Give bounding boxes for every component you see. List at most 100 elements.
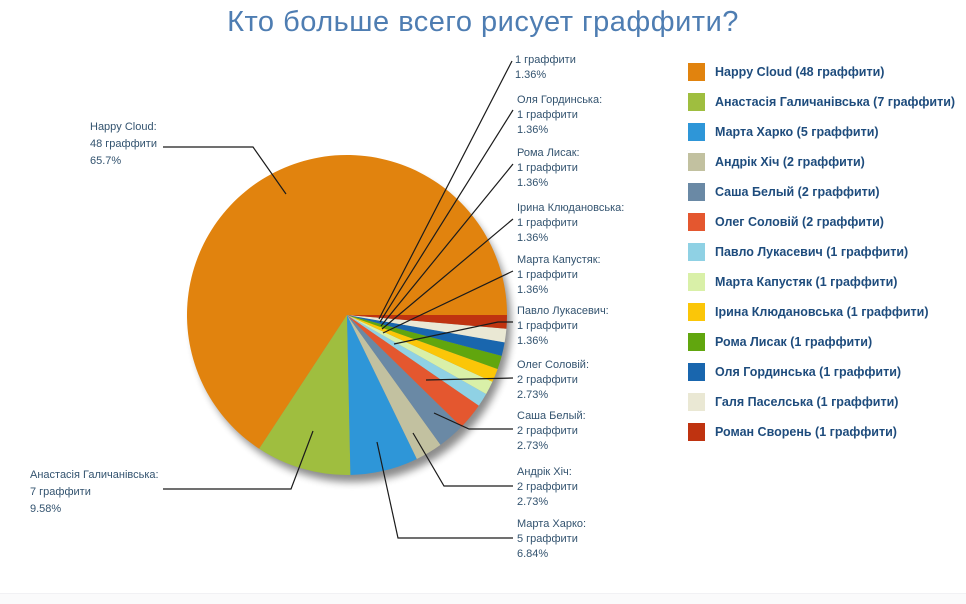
callout-name: Happy Cloud:: [90, 121, 157, 133]
legend-swatch: [688, 303, 705, 321]
legend-label: Анастасія Галичанівська (7 граффити): [715, 95, 956, 109]
callout-value: 48 граффити: [90, 138, 157, 150]
callout-lines: [163, 60, 514, 539]
callout-line: [380, 163, 514, 327]
pie-slice-0: [187, 155, 507, 449]
legend-row-6: Павло Лукасевич (1 граффити): [688, 243, 908, 261]
legend-row-2: Марта Харко (5 граффити): [688, 123, 879, 141]
callout-name: Саша Белый:: [517, 410, 586, 422]
callout-name: Олег Соловій:: [517, 359, 590, 371]
callout-percent: 1.36%: [517, 232, 549, 244]
legend-swatch: [688, 393, 705, 411]
legend-swatch: [688, 243, 705, 261]
legend-label: Саша Белый (2 граффити): [715, 185, 880, 199]
callout-name: Марта Капустяк:: [517, 254, 601, 266]
legend-row-1: Анастасія Галичанівська (7 граффити): [688, 93, 955, 111]
legend-row-0: Happy Cloud (48 граффити): [688, 63, 884, 81]
callout-label: Оля Гординська: 1 граффити 1.36%: [517, 93, 602, 138]
callout-value: 1 граффити: [517, 269, 578, 281]
callout-value: 1 граффити: [517, 217, 578, 229]
callout-value: 1 граффити: [517, 162, 578, 174]
callout-percent: 2.73%: [517, 496, 549, 508]
callout-line: [381, 218, 514, 330]
legend-label: Роман Сворень (1 граффити): [715, 425, 897, 439]
legend-swatch: [688, 363, 705, 381]
callout-label: Ірина Клюдановська: 1 граффити 1.36%: [517, 201, 624, 246]
callout-percent: 65.7%: [90, 155, 122, 167]
callout-name: Анастасія Галичанівська:: [30, 469, 159, 481]
pie-slice-4: [347, 315, 462, 445]
legend-label: Андрік Хіч (2 граффити): [715, 155, 865, 169]
callout-percent: 6.84%: [517, 548, 549, 560]
callout-label: Марта Капустяк: 1 граффити 1.36%: [517, 253, 601, 298]
callout-value: 5 граффити: [517, 533, 578, 545]
legend-row-5: Олег Соловій (2 граффити): [688, 213, 884, 231]
callout-label: Павло Лукасевич: 1 граффити 1.36%: [517, 304, 609, 349]
callout-percent: 1.36%: [517, 124, 549, 136]
pie-slice-6: [347, 315, 487, 406]
callout-label: Андрік Хіч: 2 граффити 2.73%: [517, 465, 578, 510]
legend-label: Рома Лисак (1 граффити): [715, 335, 873, 349]
callout-line: [425, 377, 514, 381]
callout-percent: 1.36%: [517, 335, 549, 347]
callout-line: [376, 441, 513, 539]
callout-name: Андрік Хіч:: [517, 466, 572, 478]
legend-row-9: Рома Лисак (1 граффити): [688, 333, 872, 351]
callout-label: Рома Лисак: 1 граффити 1.36%: [517, 146, 580, 191]
callout-name: Павло Лукасевич:: [517, 305, 609, 317]
legend-label: Олег Соловій (2 граффити): [715, 215, 884, 229]
legend-row-12: Роман Сворень (1 граффити): [688, 423, 897, 441]
legend-label: Марта Харко (5 граффити): [715, 125, 879, 139]
pie-slice-3: [347, 315, 441, 459]
pie-slice-5: [347, 315, 479, 427]
callout-percent: 1.36%: [517, 284, 549, 296]
callout-label: Happy Cloud: 48 граффити 65.7%: [90, 119, 157, 170]
callout-line: [393, 321, 513, 345]
callout-line: [378, 60, 513, 320]
legend-row-10: Оля Гординська (1 граффити): [688, 363, 901, 381]
callout-name: Оля Гординська:: [517, 94, 603, 106]
legend-swatch: [688, 153, 705, 171]
pie-slice-2: [347, 315, 417, 475]
callout-name: Марта Харко:: [517, 518, 587, 530]
callout-percent: 2.73%: [517, 440, 549, 452]
chart-title: Кто больше всего рисует граффити?: [227, 6, 739, 38]
legend-swatch: [688, 213, 705, 231]
bottom-strip: [0, 593, 966, 604]
legend-label: Happy Cloud (48 граффити): [715, 65, 885, 79]
legend-label: Оля Гординська (1 граффити): [715, 365, 902, 379]
legend-swatch: [688, 93, 705, 111]
pie-slice-1: [259, 315, 351, 475]
legend-swatch: [688, 273, 705, 291]
legend-row-7: Марта Капустяк (1 граффити): [688, 273, 897, 291]
callout-line: [382, 270, 514, 334]
pie-slice-11: [347, 315, 507, 343]
callout-line: [163, 430, 314, 490]
callout-value: 2 граффити: [517, 481, 578, 493]
legend-swatch: [688, 183, 705, 201]
callout-value: 1 граффити: [517, 320, 578, 332]
callout-line: [379, 109, 514, 323]
legend-swatch: [688, 63, 705, 81]
legend-row-11: Галя Паселська (1 граффити): [688, 393, 898, 411]
callout-value: 1 граффити: [517, 109, 578, 121]
legend-swatch: [688, 423, 705, 441]
legend-label: Марта Капустяк (1 граффити): [715, 275, 898, 289]
callout-value: 2 граффити: [517, 425, 578, 437]
pie-slice-7: [347, 315, 493, 395]
pie-slices: [187, 155, 507, 475]
callout-percent: 9.58%: [30, 503, 62, 515]
callout-value: 7 граффити: [30, 486, 91, 498]
legend-swatch: [688, 333, 705, 351]
callout-line: [433, 412, 513, 430]
pie-slice-9: [347, 315, 502, 370]
callout-label: Марта Харко: 5 граффити 6.84%: [517, 517, 586, 562]
callout-value: 1 граффити: [515, 54, 576, 66]
legend-row-3: Андрік Хіч (2 граффити): [688, 153, 865, 171]
legend-row-4: Саша Белый (2 граффити): [688, 183, 880, 201]
callout-line: [163, 146, 287, 195]
legend-label: Галя Паселська (1 граффити): [715, 395, 899, 409]
callout-label: 1 граффити 1.36%: [515, 53, 576, 83]
